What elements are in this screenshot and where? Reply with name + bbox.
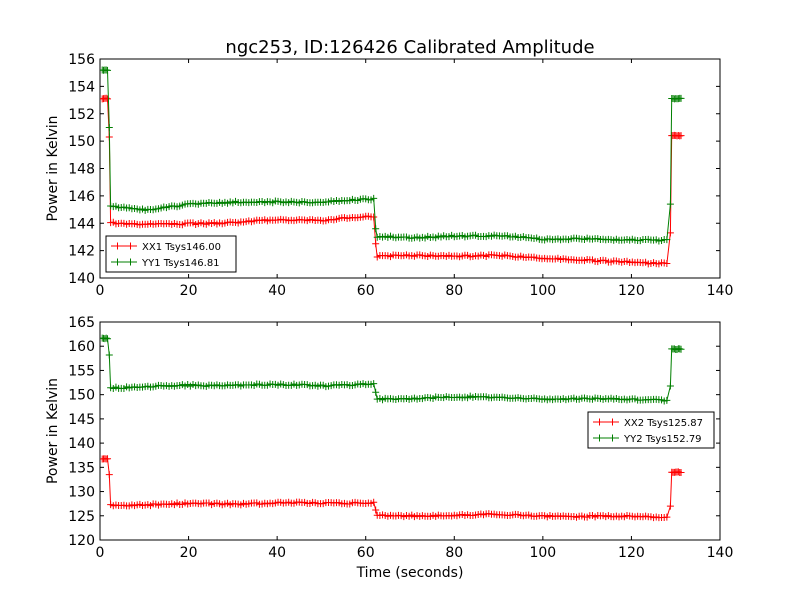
top-panel: 0 20 40 60 80 100 120 140 140 142 144 146 148 150 152 1… [45, 52, 733, 299]
legend-box [587, 411, 715, 449]
legend-label: XX2 Tsys125.87 [624, 418, 703, 429]
data-point [663, 236, 671, 244]
data-point [370, 194, 378, 202]
x-tick-label: 0 [96, 283, 105, 299]
x-tick-label: 120 [618, 545, 645, 561]
x-tick-label: 0 [96, 545, 105, 561]
legend-label: YY1 Tsys146.81 [141, 258, 220, 269]
y-tick-label: 144 [68, 216, 95, 232]
y-tick-label: 142 [68, 244, 95, 260]
data-point [677, 94, 685, 102]
x-tick-label: 40 [268, 545, 286, 561]
y-tick-label: 120 [68, 533, 95, 549]
x-tick-label: 20 [180, 283, 198, 299]
legend-swatch-marker [114, 258, 134, 266]
bottom-panel: 0 20 40 60 80 100 120 140 120 125 130 135 140 145 150 1… [45, 315, 733, 561]
y-tick-label: 140 [68, 271, 95, 287]
x-tick-label: 40 [268, 283, 286, 299]
y-tick-label: 165 [68, 315, 95, 331]
y-axis-label: Power in Kelvin [45, 378, 61, 484]
y-tick-label: 148 [68, 162, 95, 178]
data-point [372, 225, 380, 233]
data-point [370, 380, 378, 388]
y-tick-label: 140 [68, 436, 95, 452]
legend: XX2 Tsys125.87 YY2 Tsys152.79 [587, 411, 715, 449]
x-tick-label: 140 [707, 545, 734, 561]
series-layer [100, 334, 685, 522]
y-tick-label: 154 [68, 79, 95, 95]
legend: XX1 Tsys146.00 YY1 Tsys146.81 [105, 235, 237, 273]
y-tick-label: 150 [68, 134, 95, 150]
y-tick-label: 125 [68, 509, 95, 525]
series-markers-1 [100, 94, 685, 268]
data-point [105, 471, 113, 479]
legend-swatch-marker [596, 434, 616, 442]
x-tick-label: 100 [529, 283, 556, 299]
data-point [677, 345, 685, 353]
y-tick-label: 135 [68, 460, 95, 476]
data-point [677, 132, 685, 140]
data-point [372, 240, 380, 248]
x-tick-label: 80 [445, 283, 463, 299]
y-tick-label: 130 [68, 485, 95, 501]
y-tick-label: 150 [68, 388, 95, 404]
y-tick-label: 146 [68, 189, 95, 205]
legend-swatch-marker [596, 418, 616, 426]
series-markers-2 [100, 66, 685, 245]
data-point [104, 455, 112, 463]
legend-box [105, 235, 237, 273]
data-point [666, 200, 674, 208]
data-point [666, 502, 674, 510]
series-layer [100, 66, 685, 268]
data-point [105, 123, 113, 131]
data-point [104, 335, 112, 343]
data-point [666, 382, 674, 390]
x-axis-label: Time (seconds) [356, 565, 464, 581]
data-point [677, 469, 685, 477]
x-tick-label: 140 [707, 283, 734, 299]
x-tick-label: 120 [618, 283, 645, 299]
x-tick-label: 60 [357, 545, 375, 561]
chart-title: ngc253, ID:126426 Calibrated Amplitude [225, 37, 594, 58]
x-tick-label: 20 [180, 545, 198, 561]
data-point [104, 66, 112, 74]
data-point [105, 351, 113, 359]
legend-label: XX1 Tsys146.00 [142, 242, 221, 253]
series-markers-1 [100, 455, 685, 522]
data-point [663, 396, 671, 404]
legend-label: YY2 Tsys152.79 [623, 434, 702, 445]
data-point [372, 388, 380, 396]
y-tick-label: 160 [68, 339, 95, 355]
y-tick-label: 145 [68, 412, 95, 428]
legend-swatch-marker [114, 242, 134, 250]
data-point [663, 260, 671, 268]
x-tick-label: 60 [357, 283, 375, 299]
x-tick-label: 100 [529, 545, 556, 561]
data-point [372, 506, 380, 514]
x-tick-label: 80 [445, 545, 463, 561]
data-point [663, 513, 671, 521]
y-tick-label: 155 [68, 363, 95, 379]
data-point [102, 334, 110, 342]
data-point [370, 498, 378, 506]
y-tick-label: 156 [68, 52, 95, 68]
data-point [104, 95, 112, 103]
y-axis-label: Power in Kelvin [45, 115, 61, 221]
y-tick-label: 152 [68, 107, 95, 123]
series-markers-2 [100, 334, 685, 405]
data-point [370, 213, 378, 221]
